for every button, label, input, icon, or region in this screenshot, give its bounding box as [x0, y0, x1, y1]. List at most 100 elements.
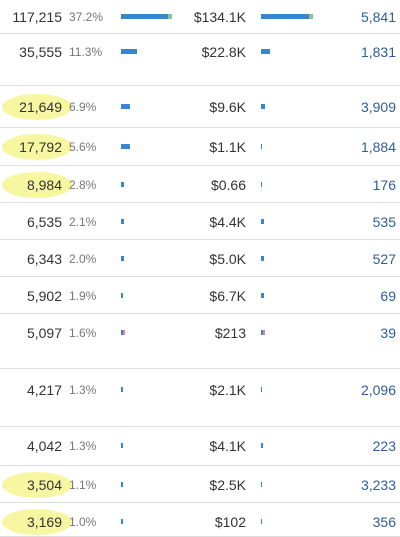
- revenue-bar: [261, 443, 263, 448]
- row-link[interactable]: 176: [372, 177, 396, 193]
- row-revenue: $102: [214, 514, 246, 530]
- row-revenue: $6.7K: [209, 288, 246, 304]
- table-row: 117,215 37.2% $134.1K 5,841: [0, 0, 400, 34]
- row-percentage: 1.0%: [69, 515, 97, 529]
- row-link[interactable]: 2,096: [360, 382, 396, 398]
- row-percentage: 1.3%: [69, 383, 97, 397]
- row-percentage: 2.8%: [69, 178, 97, 192]
- table-row: 3,169 1.0% $102 356: [0, 503, 400, 537]
- highlight-marker: [2, 472, 72, 498]
- table-row: 5,902 1.9% $6.7K 69: [0, 277, 400, 314]
- share-bar: [121, 482, 123, 487]
- revenue-bar: [261, 519, 262, 524]
- row-count: 4,217: [27, 382, 62, 398]
- revenue-bar: [261, 104, 265, 109]
- revenue-bar: [261, 293, 264, 298]
- share-bar: [121, 14, 172, 19]
- row-count: 17,792: [19, 139, 62, 155]
- share-bar: [121, 144, 130, 149]
- row-link[interactable]: 527: [372, 251, 396, 267]
- row-revenue: $4.1K: [209, 438, 246, 454]
- table-row: 17,792 5.6% $1.1K 1,884: [0, 128, 400, 166]
- revenue-bar: [261, 482, 262, 487]
- row-count: 35,555: [19, 44, 62, 60]
- row-revenue: $0.66: [210, 177, 246, 193]
- revenue-bar: [261, 49, 270, 54]
- row-count: 6,343: [27, 251, 62, 267]
- row-percentage: 1.3%: [69, 439, 97, 453]
- row-revenue: $2.1K: [209, 382, 246, 398]
- row-link[interactable]: 1,831: [360, 44, 396, 60]
- share-bar: [121, 49, 137, 54]
- row-link[interactable]: 3,233: [360, 477, 396, 493]
- revenue-bar: [261, 387, 262, 392]
- row-percentage: 5.6%: [69, 140, 97, 154]
- table-row: 6,343 2.0% $5.0K 527: [0, 240, 400, 277]
- row-revenue: $1.1K: [209, 139, 246, 155]
- row-count-value: 4,217: [26, 382, 62, 398]
- table-row: 4,217 1.3% $2.1K 2,096: [0, 369, 400, 427]
- row-link[interactable]: 535: [372, 214, 396, 230]
- row-percentage: 2.1%: [69, 215, 97, 229]
- highlight-marker: [2, 134, 72, 160]
- share-bar: [121, 182, 124, 187]
- revenue-bar: [261, 330, 265, 335]
- row-percentage: 6.9%: [69, 100, 97, 114]
- highlight-marker: [2, 509, 72, 535]
- row-link[interactable]: 223: [372, 438, 396, 454]
- revenue-bar: [261, 182, 262, 187]
- row-count: 3,169: [27, 514, 62, 530]
- share-bar: [121, 443, 123, 448]
- share-bar: [121, 330, 125, 335]
- row-count: 5,902: [27, 288, 62, 304]
- row-count: 3,504: [27, 477, 62, 493]
- row-percentage: 1.1%: [69, 478, 97, 492]
- revenue-bar: [261, 14, 313, 19]
- row-count: 8,984: [27, 177, 62, 193]
- row-link[interactable]: 3,909: [360, 99, 396, 115]
- row-percentage: 11.3%: [69, 45, 103, 59]
- row-count-value: 21,649: [19, 99, 62, 115]
- row-percentage: 1.6%: [69, 326, 97, 340]
- row-count-value: 35,555: [19, 44, 62, 60]
- revenue-bar: [261, 256, 264, 261]
- row-revenue: $4.4K: [209, 214, 246, 230]
- row-revenue: $9.6K: [209, 99, 246, 115]
- row-count-value: 6,343: [26, 251, 62, 267]
- share-bar: [121, 219, 124, 224]
- row-percentage: 37.2%: [69, 10, 104, 24]
- highlight-marker: [2, 172, 72, 198]
- row-count-value: 6,535: [26, 214, 62, 230]
- share-bar: [121, 387, 123, 392]
- row-link[interactable]: 39: [380, 325, 396, 341]
- row-revenue: $134.1K: [193, 9, 246, 25]
- row-revenue: $213: [214, 325, 246, 341]
- share-bar: [121, 293, 123, 298]
- row-link[interactable]: 1,884: [360, 139, 396, 155]
- row-percentage: 2.0%: [69, 252, 97, 266]
- row-count-value: 3,504: [26, 477, 62, 493]
- row-count: 21,649: [19, 99, 62, 115]
- share-bar: [121, 519, 123, 524]
- highlight-marker: [2, 94, 72, 120]
- row-percentage: 1.9%: [69, 289, 97, 303]
- row-count: 4,042: [27, 438, 62, 454]
- row-link[interactable]: 69: [380, 288, 396, 304]
- row-revenue: $2.5K: [209, 477, 246, 493]
- row-count: 117,215: [12, 9, 62, 25]
- revenue-bar: [261, 144, 262, 149]
- share-bar: [121, 256, 124, 261]
- row-link[interactable]: 5,841: [360, 9, 396, 25]
- row-count-value: 5,097: [26, 325, 62, 341]
- row-count-value: 117,215: [12, 9, 62, 25]
- row-count-value: 5,902: [26, 288, 62, 304]
- table-row: 35,555 11.3% $22.8K 1,831: [0, 34, 400, 86]
- row-revenue: $22.8K: [201, 44, 246, 60]
- share-bar: [121, 104, 130, 109]
- table-row: 5,097 1.6% $213 39: [0, 314, 400, 369]
- row-count-value: 3,169: [26, 514, 62, 530]
- row-count: 5,097: [27, 325, 62, 341]
- row-link[interactable]: 356: [372, 514, 396, 530]
- row-count-value: 8,984: [26, 177, 62, 193]
- row-count-value: 4,042: [26, 438, 62, 454]
